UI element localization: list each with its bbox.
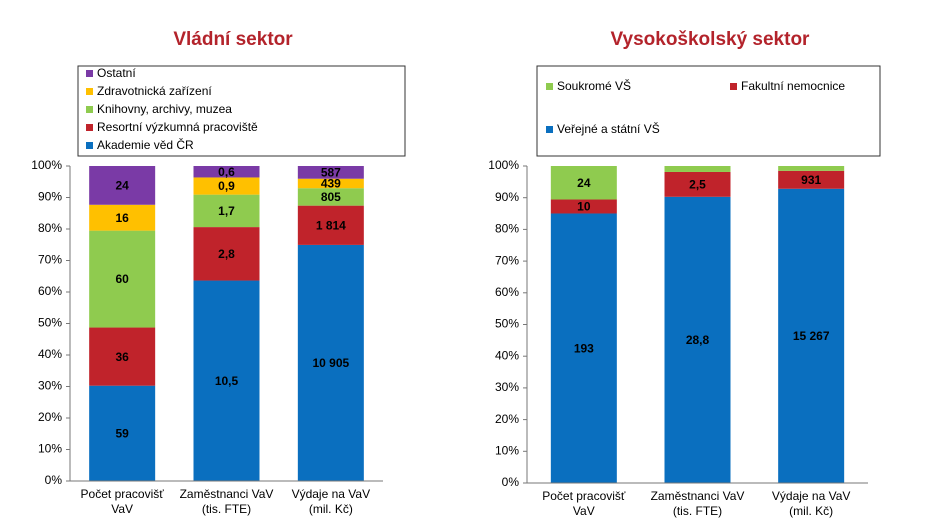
- y-tick-label: 90%: [38, 190, 62, 204]
- legend-swatch: [546, 126, 553, 133]
- y-tick-label: 50%: [495, 317, 519, 331]
- data-label: 2,5: [689, 178, 706, 192]
- legend-label: Resortní výzkumná pracoviště: [97, 120, 258, 134]
- bar-segment: [778, 170, 845, 189]
- data-label: 587: [321, 166, 341, 180]
- bar-segment: [664, 166, 731, 172]
- data-label: 10,5: [215, 374, 239, 388]
- legend-label: Soukromé VŠ: [557, 78, 631, 93]
- data-label: 193: [574, 341, 594, 355]
- legend-swatch: [86, 106, 93, 113]
- y-tick-label: 50%: [38, 316, 62, 330]
- legend-swatch: [86, 88, 93, 95]
- bar-segment: [297, 166, 364, 179]
- legend-box: [536, 65, 881, 157]
- data-label: 24: [115, 179, 129, 193]
- chart-title: Vysokoškolský sektor: [611, 29, 811, 50]
- legend-swatch: [546, 83, 553, 90]
- bar-segment: [778, 188, 845, 484]
- data-label: 10: [577, 200, 591, 214]
- y-tick-label: 70%: [495, 253, 519, 267]
- bar-segment: [89, 166, 156, 205]
- y-tick-label: 40%: [38, 347, 62, 361]
- y-tick-label: 10%: [495, 443, 519, 457]
- y-tick-label: 100%: [488, 158, 519, 172]
- data-label: 10 905: [312, 356, 349, 370]
- y-tick-label: 20%: [495, 412, 519, 426]
- y-tick-label: 10%: [38, 442, 62, 456]
- bar-segment: [89, 385, 156, 481]
- data-label: 805: [321, 190, 341, 204]
- data-label: 36: [115, 350, 129, 364]
- legend-label: Fakultní nemocnice: [741, 79, 845, 93]
- legend-label: Akademie věd ČR: [97, 137, 194, 152]
- bar-segment: [778, 166, 845, 171]
- bar-segment: [297, 244, 364, 481]
- y-tick-label: 80%: [38, 221, 62, 235]
- bar-segment: [297, 205, 364, 245]
- y-tick-label: 90%: [495, 190, 519, 204]
- data-label: 59: [115, 427, 129, 441]
- x-tick-label: Počet pracovišť VaV: [542, 489, 626, 518]
- bar-segment: [297, 178, 364, 189]
- x-tick-label: Výdaje na VaV (mil. Kč): [771, 489, 851, 518]
- legend-swatch: [86, 70, 93, 77]
- y-tick-label: 20%: [38, 410, 62, 424]
- legend-swatch: [86, 142, 93, 149]
- legend-box: [77, 65, 406, 157]
- data-label: 931: [801, 173, 821, 187]
- data-label: 28,8: [686, 333, 710, 347]
- data-label: 2,8: [218, 247, 235, 261]
- legend-label: Zdravotnická zařízení: [97, 84, 212, 98]
- bar-segment: [664, 171, 731, 197]
- bar-segment: [89, 327, 156, 386]
- bar-segment: [550, 199, 617, 214]
- legend-label: Ostatní: [97, 66, 136, 80]
- legend-label: Knihovny, archivy, muzea: [97, 102, 232, 116]
- y-tick-label: 60%: [495, 285, 519, 299]
- x-tick-label: Zaměstnanci VaV (tis. FTE): [179, 487, 274, 516]
- bar-segment: [193, 194, 260, 228]
- bar-segment: [89, 230, 156, 328]
- chart-title: Vládní sektor: [173, 29, 293, 50]
- bar-segment: [297, 188, 364, 206]
- data-label: 15 267: [793, 329, 830, 343]
- data-label: 24: [577, 176, 591, 190]
- y-tick-label: 70%: [38, 253, 62, 267]
- bar-segment: [193, 177, 260, 195]
- y-tick-label: 0%: [45, 473, 63, 487]
- x-tick-label: Počet pracovišť VaV: [80, 487, 164, 516]
- y-tick-label: 60%: [38, 284, 62, 298]
- data-label: 0,9: [218, 179, 235, 193]
- bar-segment: [193, 280, 260, 481]
- y-tick-label: 80%: [495, 222, 519, 236]
- bar-segment: [193, 166, 260, 178]
- data-label: 1,7: [218, 204, 235, 218]
- y-tick-label: 30%: [495, 380, 519, 394]
- bar-segment: [550, 213, 617, 484]
- y-tick-label: 30%: [38, 379, 62, 393]
- bar-segment: [664, 196, 731, 483]
- data-label: 0,6: [218, 165, 235, 179]
- data-label: 439: [321, 177, 341, 191]
- legend-swatch: [730, 83, 737, 90]
- data-label: 1 814: [316, 218, 346, 232]
- y-tick-label: 100%: [31, 158, 62, 172]
- bar-segment: [550, 166, 617, 200]
- data-label: 60: [115, 272, 129, 286]
- data-label: 16: [115, 211, 129, 225]
- y-tick-label: 0%: [502, 475, 520, 489]
- bar-segment: [193, 227, 260, 281]
- x-tick-label: Zaměstnanci VaV (tis. FTE): [650, 489, 745, 518]
- x-tick-label: Výdaje na VaV (mil. Kč): [291, 487, 371, 516]
- bar-segment: [89, 204, 156, 231]
- y-tick-label: 40%: [495, 348, 519, 362]
- legend-label: Veřejné a státní VŠ: [557, 121, 660, 136]
- legend-swatch: [86, 124, 93, 131]
